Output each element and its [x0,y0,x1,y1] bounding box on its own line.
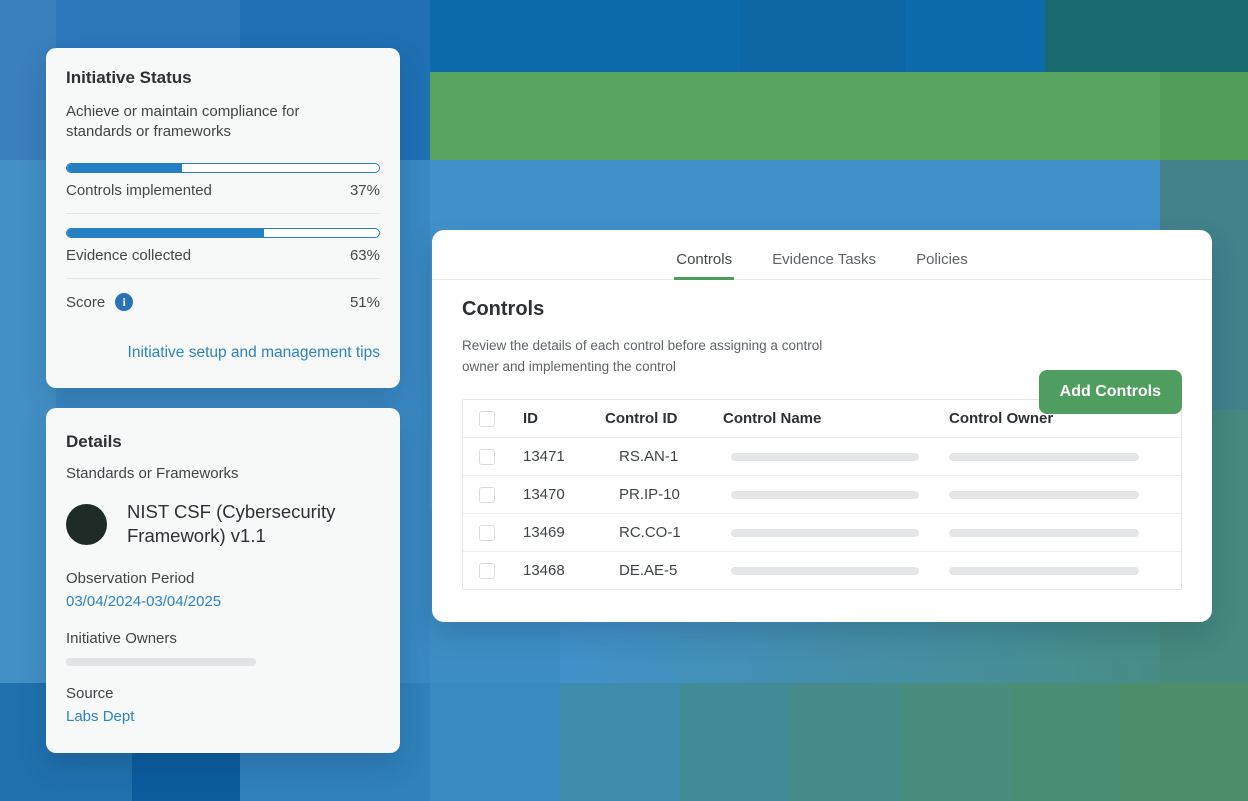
row-checkbox[interactable] [479,448,495,465]
row-checkbox[interactable] [479,562,495,579]
background-tile [132,745,240,801]
metric-evidence-collected: Evidence collected 63% [66,228,380,264]
add-controls-button[interactable]: Add Controls [1038,370,1182,414]
source-link[interactable]: Labs Dept [66,708,135,725]
background-tile [430,683,560,801]
owner-loading-placeholder [66,658,256,666]
score-row: Score i 51% [66,293,380,311]
table-header-row: ID Control ID Control Name Control Owner [463,400,1181,437]
metric-value: 63% [349,247,380,264]
control-owner-placeholder [949,490,1139,499]
tab-evidence-tasks[interactable]: Evidence Tasks [772,251,877,268]
header-control-name: Control Name [723,410,822,427]
progress-fill [67,164,183,172]
background-tile [1120,683,1248,801]
table-row[interactable]: 13469 RC.CO-1 [463,513,1181,551]
progress-bar [66,228,380,238]
table-row[interactable]: 13468 DE.AE-5 [463,551,1181,589]
control-name-placeholder [731,528,919,537]
background-tile [430,0,1045,72]
background-tile [1010,683,1120,801]
header-control-owner: Control Owner [949,410,1054,427]
tab-policies[interactable]: Policies [916,251,968,268]
background-tile [1160,72,1248,160]
observation-period-value[interactable]: 03/04/2024-03/04/2025 [66,593,222,610]
cell-id: 13471 [523,448,565,465]
progress-bar [66,163,380,173]
row-checkbox[interactable] [479,486,495,503]
progress-fill [67,229,264,237]
control-name-placeholder [731,566,919,575]
background-tile [900,683,1010,801]
table-row[interactable]: 13471 RS.AN-1 [463,437,1181,475]
control-owner-placeholder [949,528,1139,537]
header-control-id: Control ID [605,410,678,427]
initiative-description: Achieve or maintain compliance for stand… [66,103,300,140]
cell-control-id: PR.IP-10 [619,486,680,503]
cell-id: 13468 [523,562,565,579]
initiative-owners-section: Initiative Owners [66,630,380,666]
cell-control-id: DE.AE-5 [619,562,678,579]
framework-row: NIST CSF (Cybersecurity Framework) v1.1 [66,500,380,548]
metric-label: Evidence collected [66,247,192,264]
select-all-checkbox[interactable] [479,410,495,427]
row-checkbox[interactable] [479,524,495,541]
control-name-placeholder [731,490,919,499]
cell-id: 13470 [523,486,565,503]
info-icon[interactable]: i [115,293,134,311]
cell-control-id: RS.AN-1 [619,448,679,465]
background-tile [740,0,905,72]
initiative-owners-label: Initiative Owners [66,630,177,647]
background-tile [430,72,1160,160]
background-tile [790,683,900,801]
framework-logo [66,503,107,545]
divider [66,213,380,214]
controls-panel: Controls Evidence Tasks Policies Control… [432,230,1212,622]
controls-description: Review the details of each control befor… [462,338,823,374]
observation-period-label: Observation Period [66,570,195,587]
initiative-status-title: Initiative Status [66,68,192,87]
background-tile [680,683,790,801]
tab-controls[interactable]: Controls [674,244,735,280]
control-name-placeholder [731,452,919,461]
background-tile [1045,0,1248,72]
details-title: Details [66,432,122,451]
setup-tips-link[interactable]: Initiative setup and management tips [127,344,380,361]
tab-bar: Controls Evidence Tasks Policies [432,230,1212,280]
header-id: ID [523,410,538,427]
control-owner-placeholder [949,452,1139,461]
details-card: Details Standards or Frameworks NIST CSF… [46,408,400,753]
score-value: 51% [349,293,380,311]
controls-table: ID Control ID Control Name Control Owner… [462,399,1182,590]
control-owner-placeholder [949,566,1139,575]
source-section: Source Labs Dept [66,685,380,726]
frameworks-label: Standards or Frameworks [66,465,239,482]
table-row[interactable]: 13470 PR.IP-10 [463,475,1181,513]
metric-controls-implemented: Controls implemented 37% [66,163,380,199]
metric-label: Controls implemented [66,182,212,199]
metric-value: 37% [349,182,380,199]
initiative-status-card: Initiative Status Achieve or maintain co… [46,48,400,388]
controls-heading: Controls [462,298,545,320]
source-label: Source [66,685,114,702]
cell-control-id: RC.CO-1 [619,524,681,541]
background-tile [560,683,680,801]
divider [66,278,380,279]
observation-period-section: Observation Period 03/04/2024-03/04/2025 [66,570,380,611]
cell-id: 13469 [523,524,565,541]
score-label: Score [66,293,106,311]
framework-name: NIST CSF (Cybersecurity Framework) v1.1 [127,501,336,546]
